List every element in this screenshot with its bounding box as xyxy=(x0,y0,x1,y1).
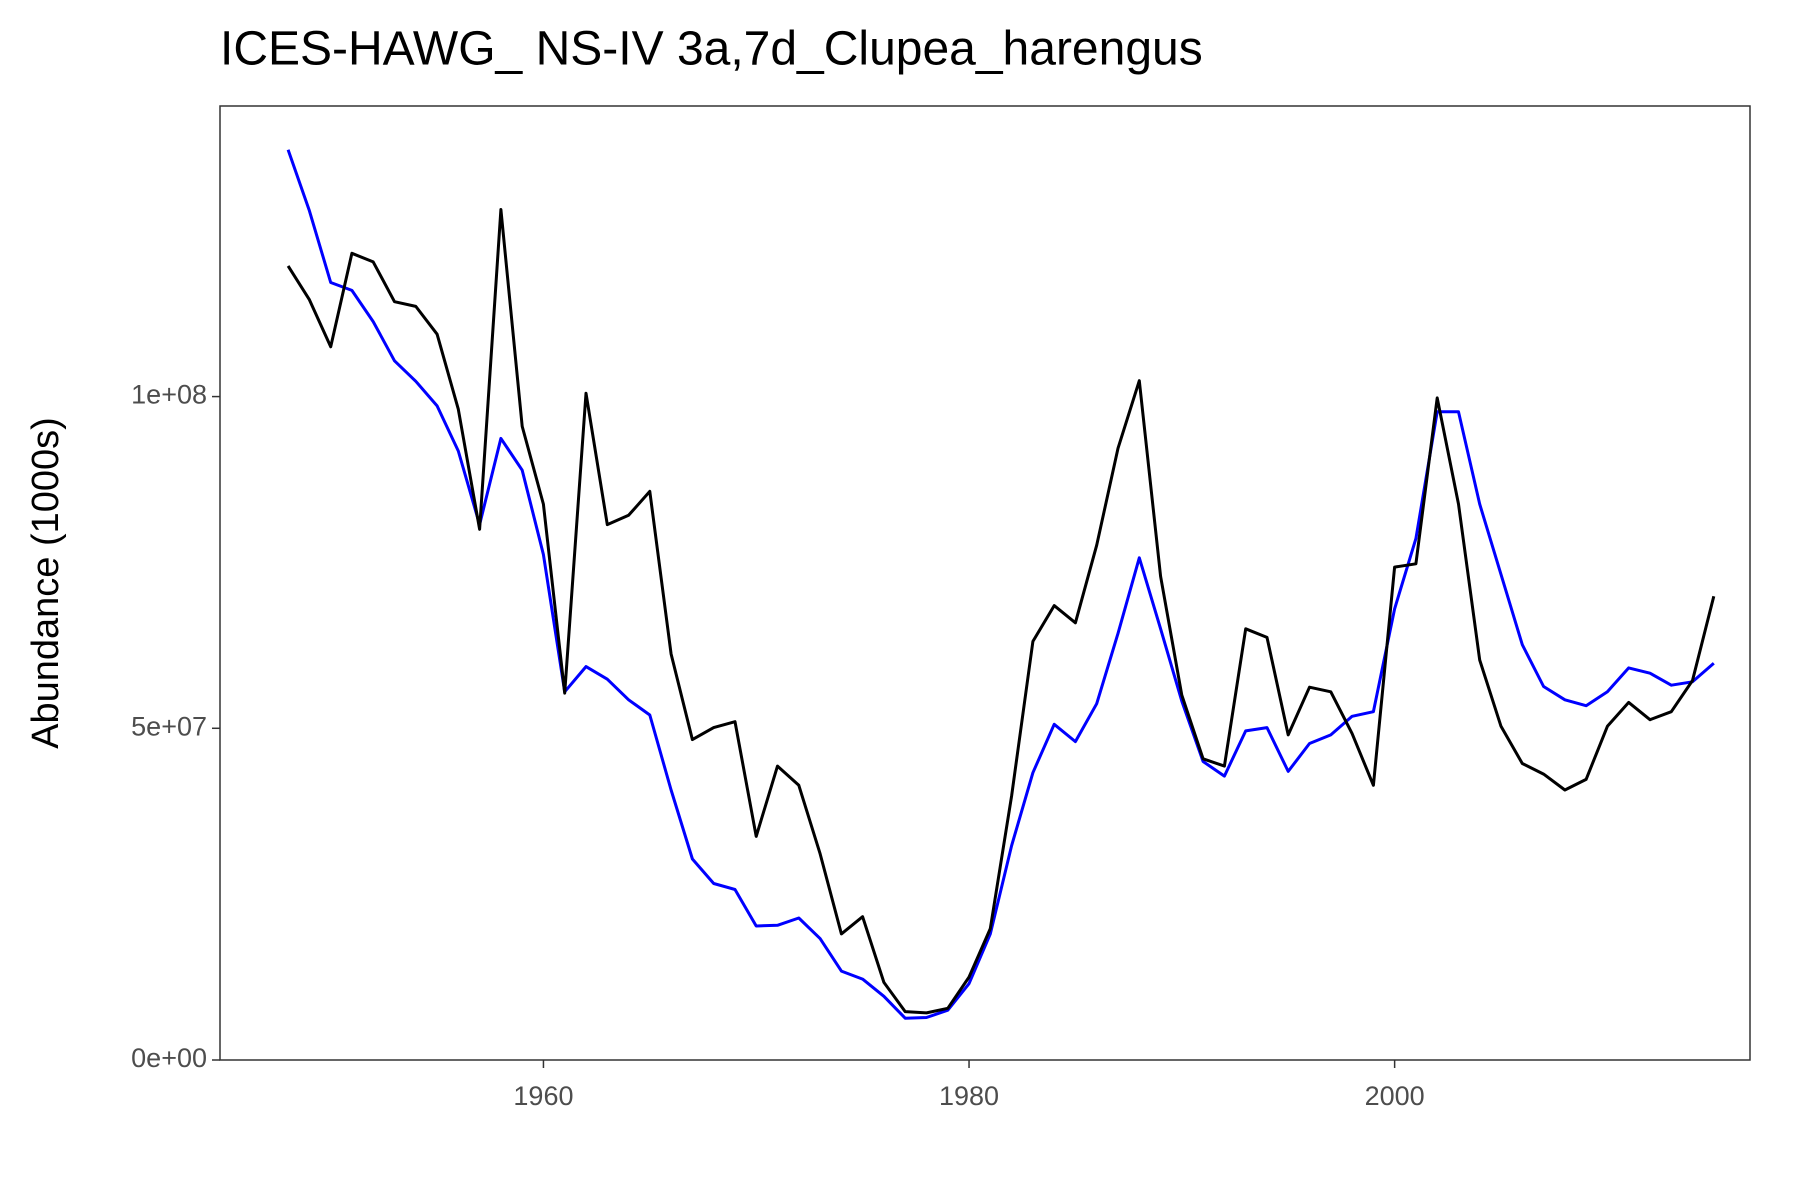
series-line xyxy=(286,208,1716,1015)
y-tick-label: 5e+07 xyxy=(131,711,207,741)
y-tick-label: 0e+00 xyxy=(131,1043,207,1073)
x-tick-label: 1980 xyxy=(939,1081,999,1111)
series-line xyxy=(286,149,1715,1020)
y-tick-label: 1e+08 xyxy=(131,380,207,410)
x-tick-label: 1960 xyxy=(513,1081,573,1111)
chart-title: ICES-HAWG_ NS-IV 3a,7d_Clupea_harengus xyxy=(220,23,1203,76)
y-axis-label: Abundance (1000s) xyxy=(25,417,67,749)
plot-panel xyxy=(219,105,1751,1061)
x-tick-label: 2000 xyxy=(1365,1081,1425,1111)
